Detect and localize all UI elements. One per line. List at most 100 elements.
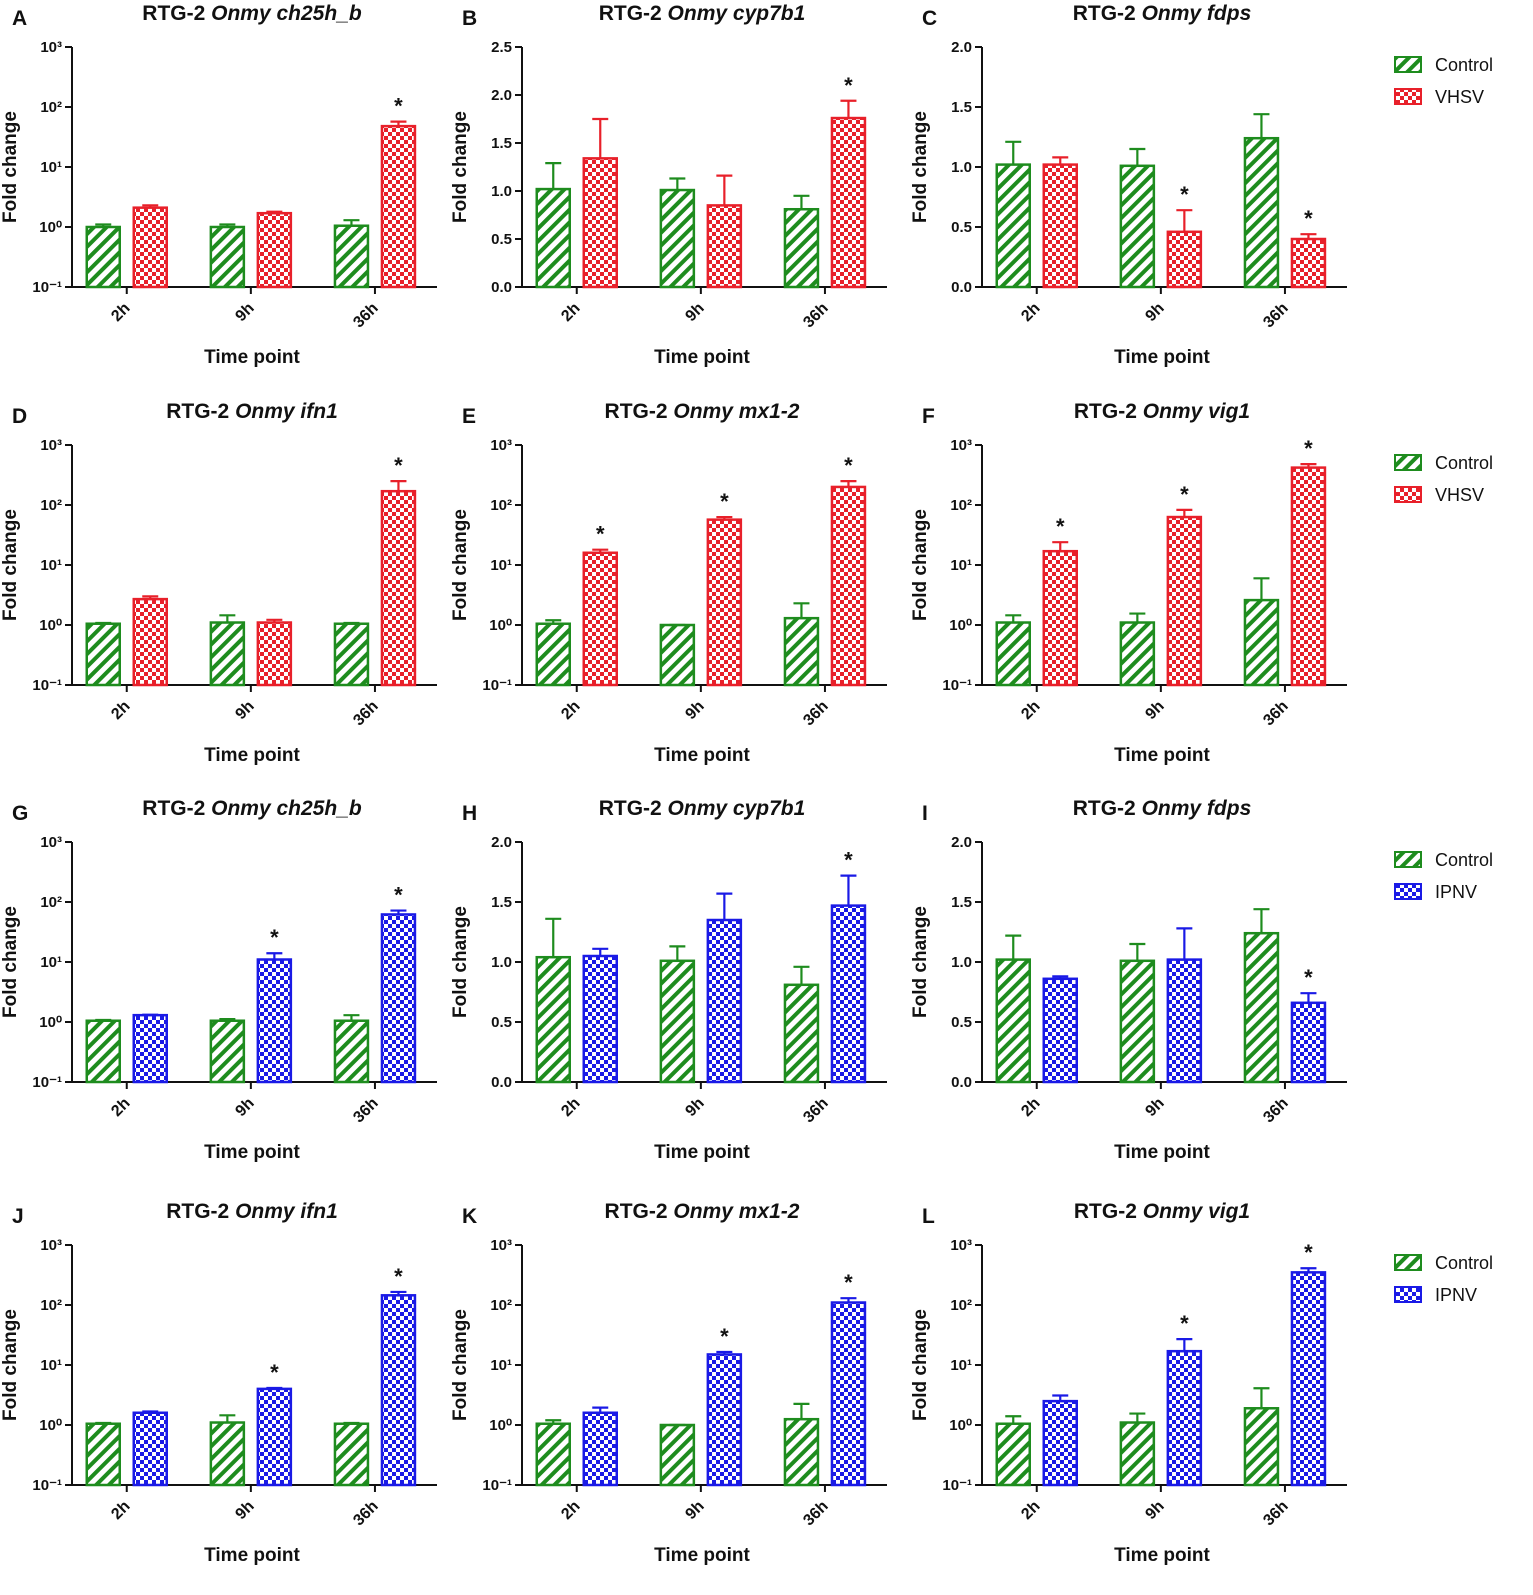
bar [85,1019,121,1084]
legend-label: IPNV [1435,882,1477,902]
bar [1290,237,1327,289]
error-bar [840,874,857,906]
bar [582,551,618,687]
x-tick-label: 9h [1142,698,1167,723]
error-bar [390,909,407,915]
bar [1166,230,1203,289]
significance: * [844,73,853,98]
error-bar [266,618,283,623]
chart-title: RTG-2 Onmy mx1-2 [605,400,800,423]
significance: * [1304,965,1313,990]
error-bar [343,1421,360,1425]
error-bar [592,548,609,553]
y-tick-label: 2.0 [951,834,972,851]
y-tick-label: 10³ [40,1237,62,1254]
y-tick-label: 10⁰ [39,1417,62,1434]
bar [1042,1399,1078,1487]
error-bar [1253,908,1270,934]
y-axis-label: Fold change [910,111,931,223]
chart-title: RTG-2 Onmy vig1 [1074,400,1250,423]
error-bar [793,1402,810,1420]
title-text: RTG-2 [1073,797,1136,820]
legend-swatch [1394,486,1422,503]
error-bar [716,174,733,206]
y-tick-label: 10¹ [950,557,972,574]
bar [783,616,820,687]
y-tick-label: 10⁻¹ [482,677,512,694]
chart-title: RTG-2 Onmy mx1-2 [605,1200,800,1223]
error-bar [95,621,112,625]
bar [535,955,571,1084]
legend-label: VHSV [1435,485,1484,505]
error-bar [1052,541,1069,552]
error-bar [592,117,609,159]
error-bar [840,99,857,119]
x-tick-label: 36h [350,300,382,332]
title-text: RTG-2 [166,1200,229,1223]
error-bar [1176,927,1193,960]
bar [706,1353,743,1487]
error-bar [592,1406,609,1413]
error-bar [343,219,360,226]
bar [1042,977,1078,1084]
x-axis-label: Time point [1114,347,1210,368]
title-text: RTG-2 [605,1200,668,1223]
bar [995,958,1031,1084]
title-gene: Onmy ch25h_b [211,797,362,820]
error-bar [1176,1338,1193,1352]
x-axis-label: Time point [654,1545,750,1566]
bar [1042,163,1078,289]
bar [995,1422,1031,1487]
error-bar [669,945,686,961]
x-axis-label: Time point [1114,1545,1210,1566]
x-tick-label: 36h [800,1095,832,1127]
y-tick-label: 10² [490,1297,512,1314]
error-bar [716,1350,733,1355]
bar [209,225,246,289]
panel-label: A [12,7,27,30]
bar [333,224,370,289]
error-bar [793,194,810,210]
error-bar [1176,209,1193,232]
error-bar [1052,1394,1069,1402]
x-axis-label: Time point [654,1142,750,1163]
panel-label: G [12,802,28,825]
significance: * [270,925,279,950]
title-gene: Onmy fdps [1142,2,1252,25]
bar [1119,164,1156,289]
bar [582,157,618,289]
error-bar [545,162,562,190]
bar [1243,1407,1280,1487]
bar [256,621,293,687]
x-tick-label: 36h [1260,698,1292,730]
error-bar [1253,1387,1270,1409]
significance: * [1180,482,1189,507]
bar [380,489,417,687]
error-bar [545,619,562,624]
error-bar [142,595,159,600]
y-tick-label: 10² [950,497,972,514]
y-tick-label: 10⁰ [39,617,62,634]
x-axis-label: Time point [1114,745,1210,766]
legend-label: VHSV [1435,87,1484,107]
title-text: RTG-2 [166,400,229,423]
y-tick-label: 1.0 [491,183,512,200]
y-tick-label: 10¹ [490,557,512,574]
error-bar [343,1014,360,1021]
significance: * [720,489,729,514]
y-tick-label: 10² [40,894,62,911]
bar [1290,1001,1327,1084]
y-tick-label: 0.0 [951,279,972,296]
bar [995,163,1031,289]
y-tick-label: 1.5 [951,99,972,116]
title-gene: Onmy mx1-2 [673,400,799,423]
error-bar [266,1386,283,1390]
y-tick-label: 0.5 [491,1014,512,1031]
y-tick-label: 1.0 [491,954,512,971]
y-axis-label: Fold change [910,906,931,1018]
x-tick-label: 36h [350,698,382,730]
x-tick-label: 2h [558,1498,583,1523]
panel-label: B [462,7,477,30]
bar [85,622,121,687]
x-tick-label: 36h [1260,300,1292,332]
